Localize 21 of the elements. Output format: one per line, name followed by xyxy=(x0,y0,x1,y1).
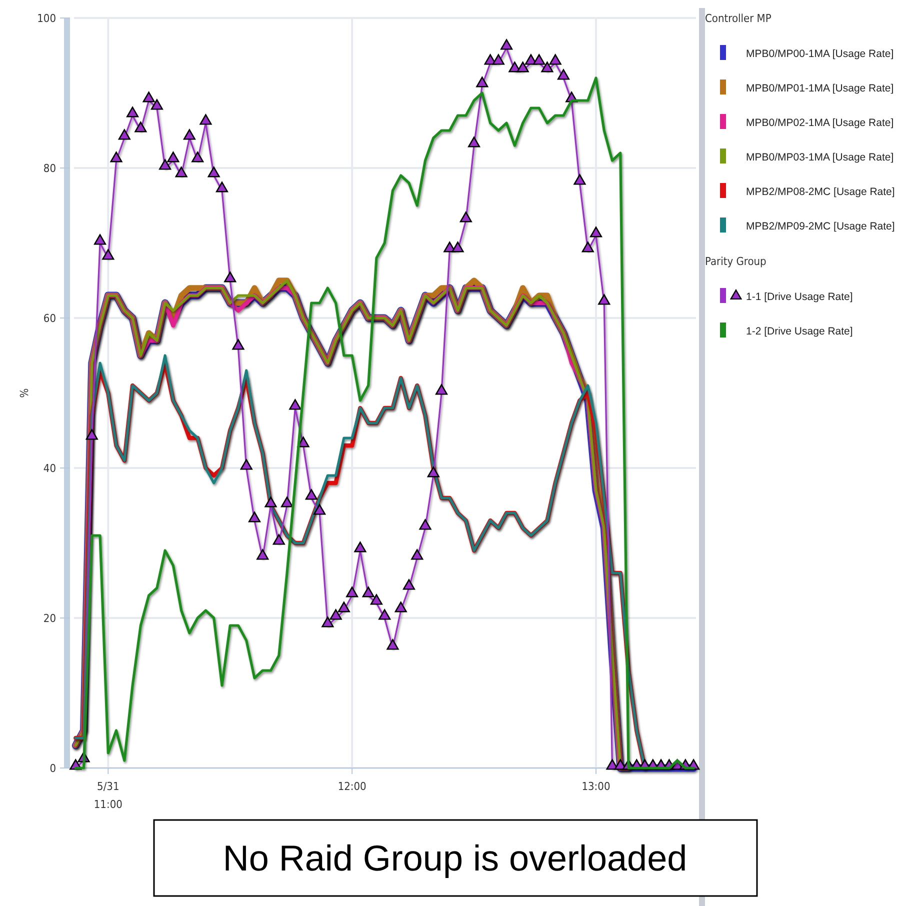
y-tick-label: 60 xyxy=(43,312,56,325)
text: No Raid Group is overloaded xyxy=(222,838,688,879)
legend-label: MPB0/MP00-1MA [Usage Rate] xyxy=(746,48,894,60)
y-tick-label: 0 xyxy=(50,762,56,775)
legend-label: MPB2/MP09-2MC [Usage Rate] xyxy=(746,220,895,232)
legend-label: MPB0/MP01-1MA [Usage Rate] xyxy=(746,82,894,94)
y-tick-label: 20 xyxy=(43,612,56,625)
x-tick-label: 12:00 xyxy=(338,780,366,793)
y-tick-label: 100 xyxy=(37,12,56,25)
x-tick-label: 13:00 xyxy=(582,780,610,793)
y-axis-title: % xyxy=(18,388,31,398)
text: Parity Group xyxy=(705,255,766,268)
legend-label: MPB2/MP08-2MC [Usage Rate] xyxy=(746,186,895,198)
legend-label: MPB0/MP03-1MA [Usage Rate] xyxy=(746,152,894,164)
legend-title: Controller MP xyxy=(705,12,772,25)
y-tick-label: 40 xyxy=(43,462,56,475)
legend-label: 1-2 [Drive Usage Rate] xyxy=(746,326,853,338)
legend-label: 1-1 [Drive Usage Rate] xyxy=(746,291,853,303)
x-tick-label: 5/31 11:00 xyxy=(94,780,122,811)
legend-label: MPB0/MP02-1MA [Usage Rate] xyxy=(746,117,894,129)
y-tick-label: 80 xyxy=(43,162,56,175)
